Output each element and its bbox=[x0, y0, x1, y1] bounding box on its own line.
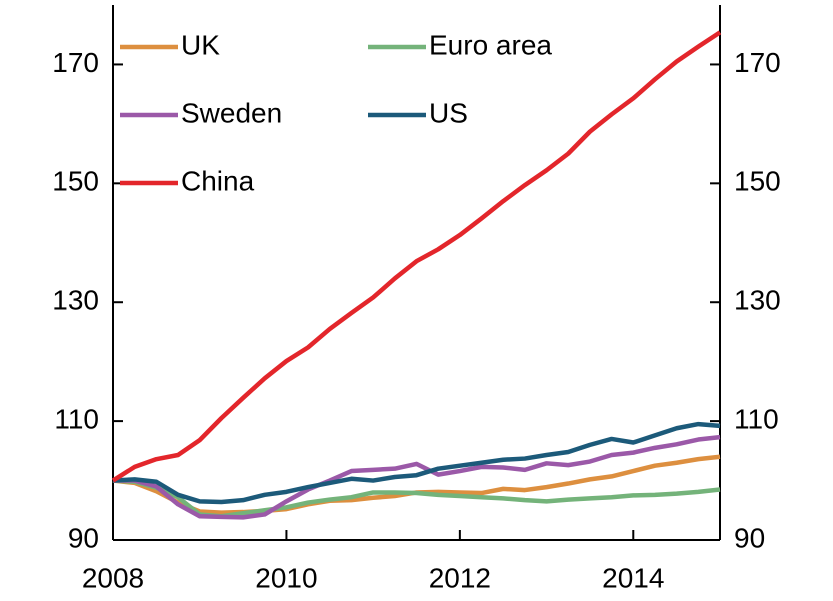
legend-label: China bbox=[181, 165, 255, 196]
y2-tick-label: 110 bbox=[734, 404, 779, 435]
y-tick-label: 90 bbox=[68, 522, 99, 553]
series-line bbox=[111, 30, 722, 483]
y-tick-label: 170 bbox=[52, 47, 99, 78]
y-tick-label: 150 bbox=[52, 166, 99, 197]
y2-tick-label: 90 bbox=[734, 522, 765, 553]
x-tick-label: 2012 bbox=[429, 562, 491, 593]
y2-tick-label: 150 bbox=[734, 166, 781, 197]
series-line bbox=[112, 421, 721, 505]
y2-tick-label: 130 bbox=[734, 285, 781, 316]
legend-label: UK bbox=[181, 29, 220, 60]
series-line bbox=[113, 434, 721, 520]
y2-tick-label: 170 bbox=[734, 47, 781, 78]
x-tick-label: 2010 bbox=[255, 562, 317, 593]
y-tick-label: 110 bbox=[54, 404, 99, 435]
legend-label: Euro area bbox=[429, 29, 552, 60]
y-tick-label: 130 bbox=[52, 285, 99, 316]
x-tick-label: 2014 bbox=[602, 562, 664, 593]
legend-label: US bbox=[429, 97, 468, 128]
x-tick-label: 2008 bbox=[82, 562, 144, 593]
legend-label: Sweden bbox=[181, 97, 282, 128]
